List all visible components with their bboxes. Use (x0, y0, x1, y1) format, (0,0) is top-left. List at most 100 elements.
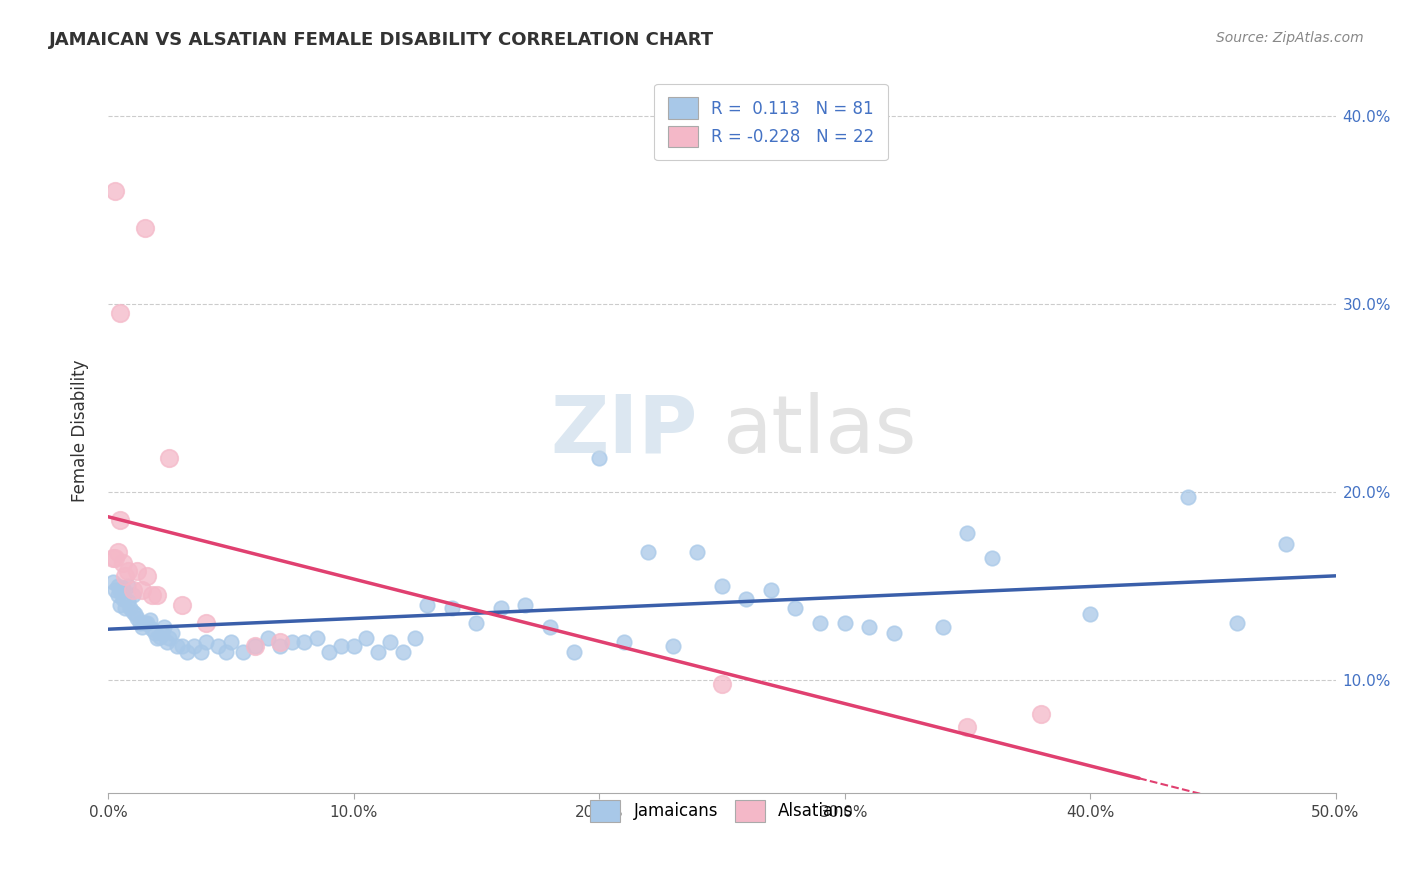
Point (117, 594, 139, 608)
Point (134, 616, 156, 631)
Point (465, 616, 488, 631)
Point (318, 644, 340, 658)
Point (127, 611, 149, 625)
Point (121, 605, 143, 619)
Point (141, 588, 163, 602)
Y-axis label: Female Disability: Female Disability (72, 359, 89, 502)
Point (1177, 491, 1199, 505)
Point (245, 639, 267, 653)
Point (932, 620, 955, 634)
Point (834, 616, 856, 631)
Point (148, 630, 170, 644)
Point (808, 616, 831, 631)
Point (131, 620, 153, 634)
Point (256, 632, 278, 646)
Point (157, 450, 180, 465)
Point (117, 579, 139, 593)
Point (1078, 607, 1101, 621)
Point (107, 579, 129, 593)
Point (111, 581, 134, 595)
Point (150, 625, 173, 640)
Point (980, 550, 1002, 565)
Point (686, 545, 709, 559)
Point (735, 591, 758, 606)
Point (124, 607, 146, 621)
Point (110, 513, 132, 527)
Point (101, 574, 124, 589)
Point (127, 564, 149, 578)
Text: JAMAICAN VS ALSATIAN FEMALE DISABILITY CORRELATION CHART: JAMAICAN VS ALSATIAN FEMALE DISABILITY C… (49, 31, 714, 49)
Point (232, 644, 254, 658)
Text: Source: ZipAtlas.com: Source: ZipAtlas.com (1216, 31, 1364, 45)
Point (330, 639, 353, 653)
Point (281, 635, 304, 649)
Point (489, 601, 512, 615)
Point (110, 598, 132, 612)
Point (245, 639, 267, 653)
Point (170, 639, 193, 653)
Point (134, 221, 156, 235)
Point (1226, 616, 1249, 631)
Point (416, 598, 439, 612)
Point (215, 644, 238, 658)
Point (588, 450, 610, 465)
Point (380, 635, 402, 649)
Point (146, 632, 169, 646)
Text: ZIP: ZIP (550, 392, 697, 469)
Point (153, 620, 176, 634)
Point (111, 556, 134, 570)
Point (661, 639, 683, 653)
Point (190, 644, 212, 658)
Point (404, 632, 426, 646)
Text: atlas: atlas (721, 392, 917, 469)
Point (269, 639, 291, 653)
Point (104, 550, 127, 565)
Point (183, 639, 205, 653)
Point (107, 588, 129, 602)
Point (121, 582, 143, 597)
Point (117, 564, 139, 578)
Point (367, 644, 389, 658)
Point (111, 591, 134, 606)
Legend: Jamaicans, Alsatians: Jamaicans, Alsatians (576, 787, 866, 835)
Point (110, 584, 132, 599)
Point (391, 644, 413, 658)
Point (294, 635, 316, 649)
Point (564, 644, 586, 658)
Point (207, 639, 229, 653)
Point (141, 622, 163, 636)
Point (956, 720, 979, 734)
Point (121, 588, 143, 602)
Point (136, 616, 159, 631)
Point (107, 545, 129, 559)
Point (1029, 706, 1052, 721)
Point (110, 306, 132, 320)
Point (101, 550, 124, 565)
Point (136, 569, 159, 583)
Point (176, 644, 198, 658)
Point (131, 582, 153, 597)
Point (883, 625, 905, 640)
Point (104, 184, 127, 198)
Point (305, 632, 328, 646)
Point (160, 625, 183, 640)
Point (637, 545, 659, 559)
Point (138, 613, 160, 627)
Point (613, 635, 636, 649)
Point (195, 635, 218, 649)
Point (114, 569, 136, 583)
Point (120, 601, 142, 615)
Point (342, 639, 364, 653)
Point (785, 601, 807, 615)
Point (157, 632, 180, 646)
Point (166, 639, 188, 653)
Point (156, 635, 179, 649)
Point (170, 598, 193, 612)
Point (515, 598, 537, 612)
Point (146, 588, 169, 602)
Point (195, 616, 218, 631)
Point (104, 582, 127, 597)
Point (143, 625, 166, 640)
Point (354, 632, 377, 646)
Point (129, 616, 152, 631)
